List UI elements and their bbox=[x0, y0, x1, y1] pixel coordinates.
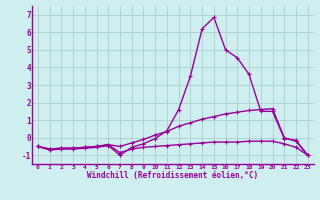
X-axis label: Windchill (Refroidissement éolien,°C): Windchill (Refroidissement éolien,°C) bbox=[87, 171, 258, 180]
